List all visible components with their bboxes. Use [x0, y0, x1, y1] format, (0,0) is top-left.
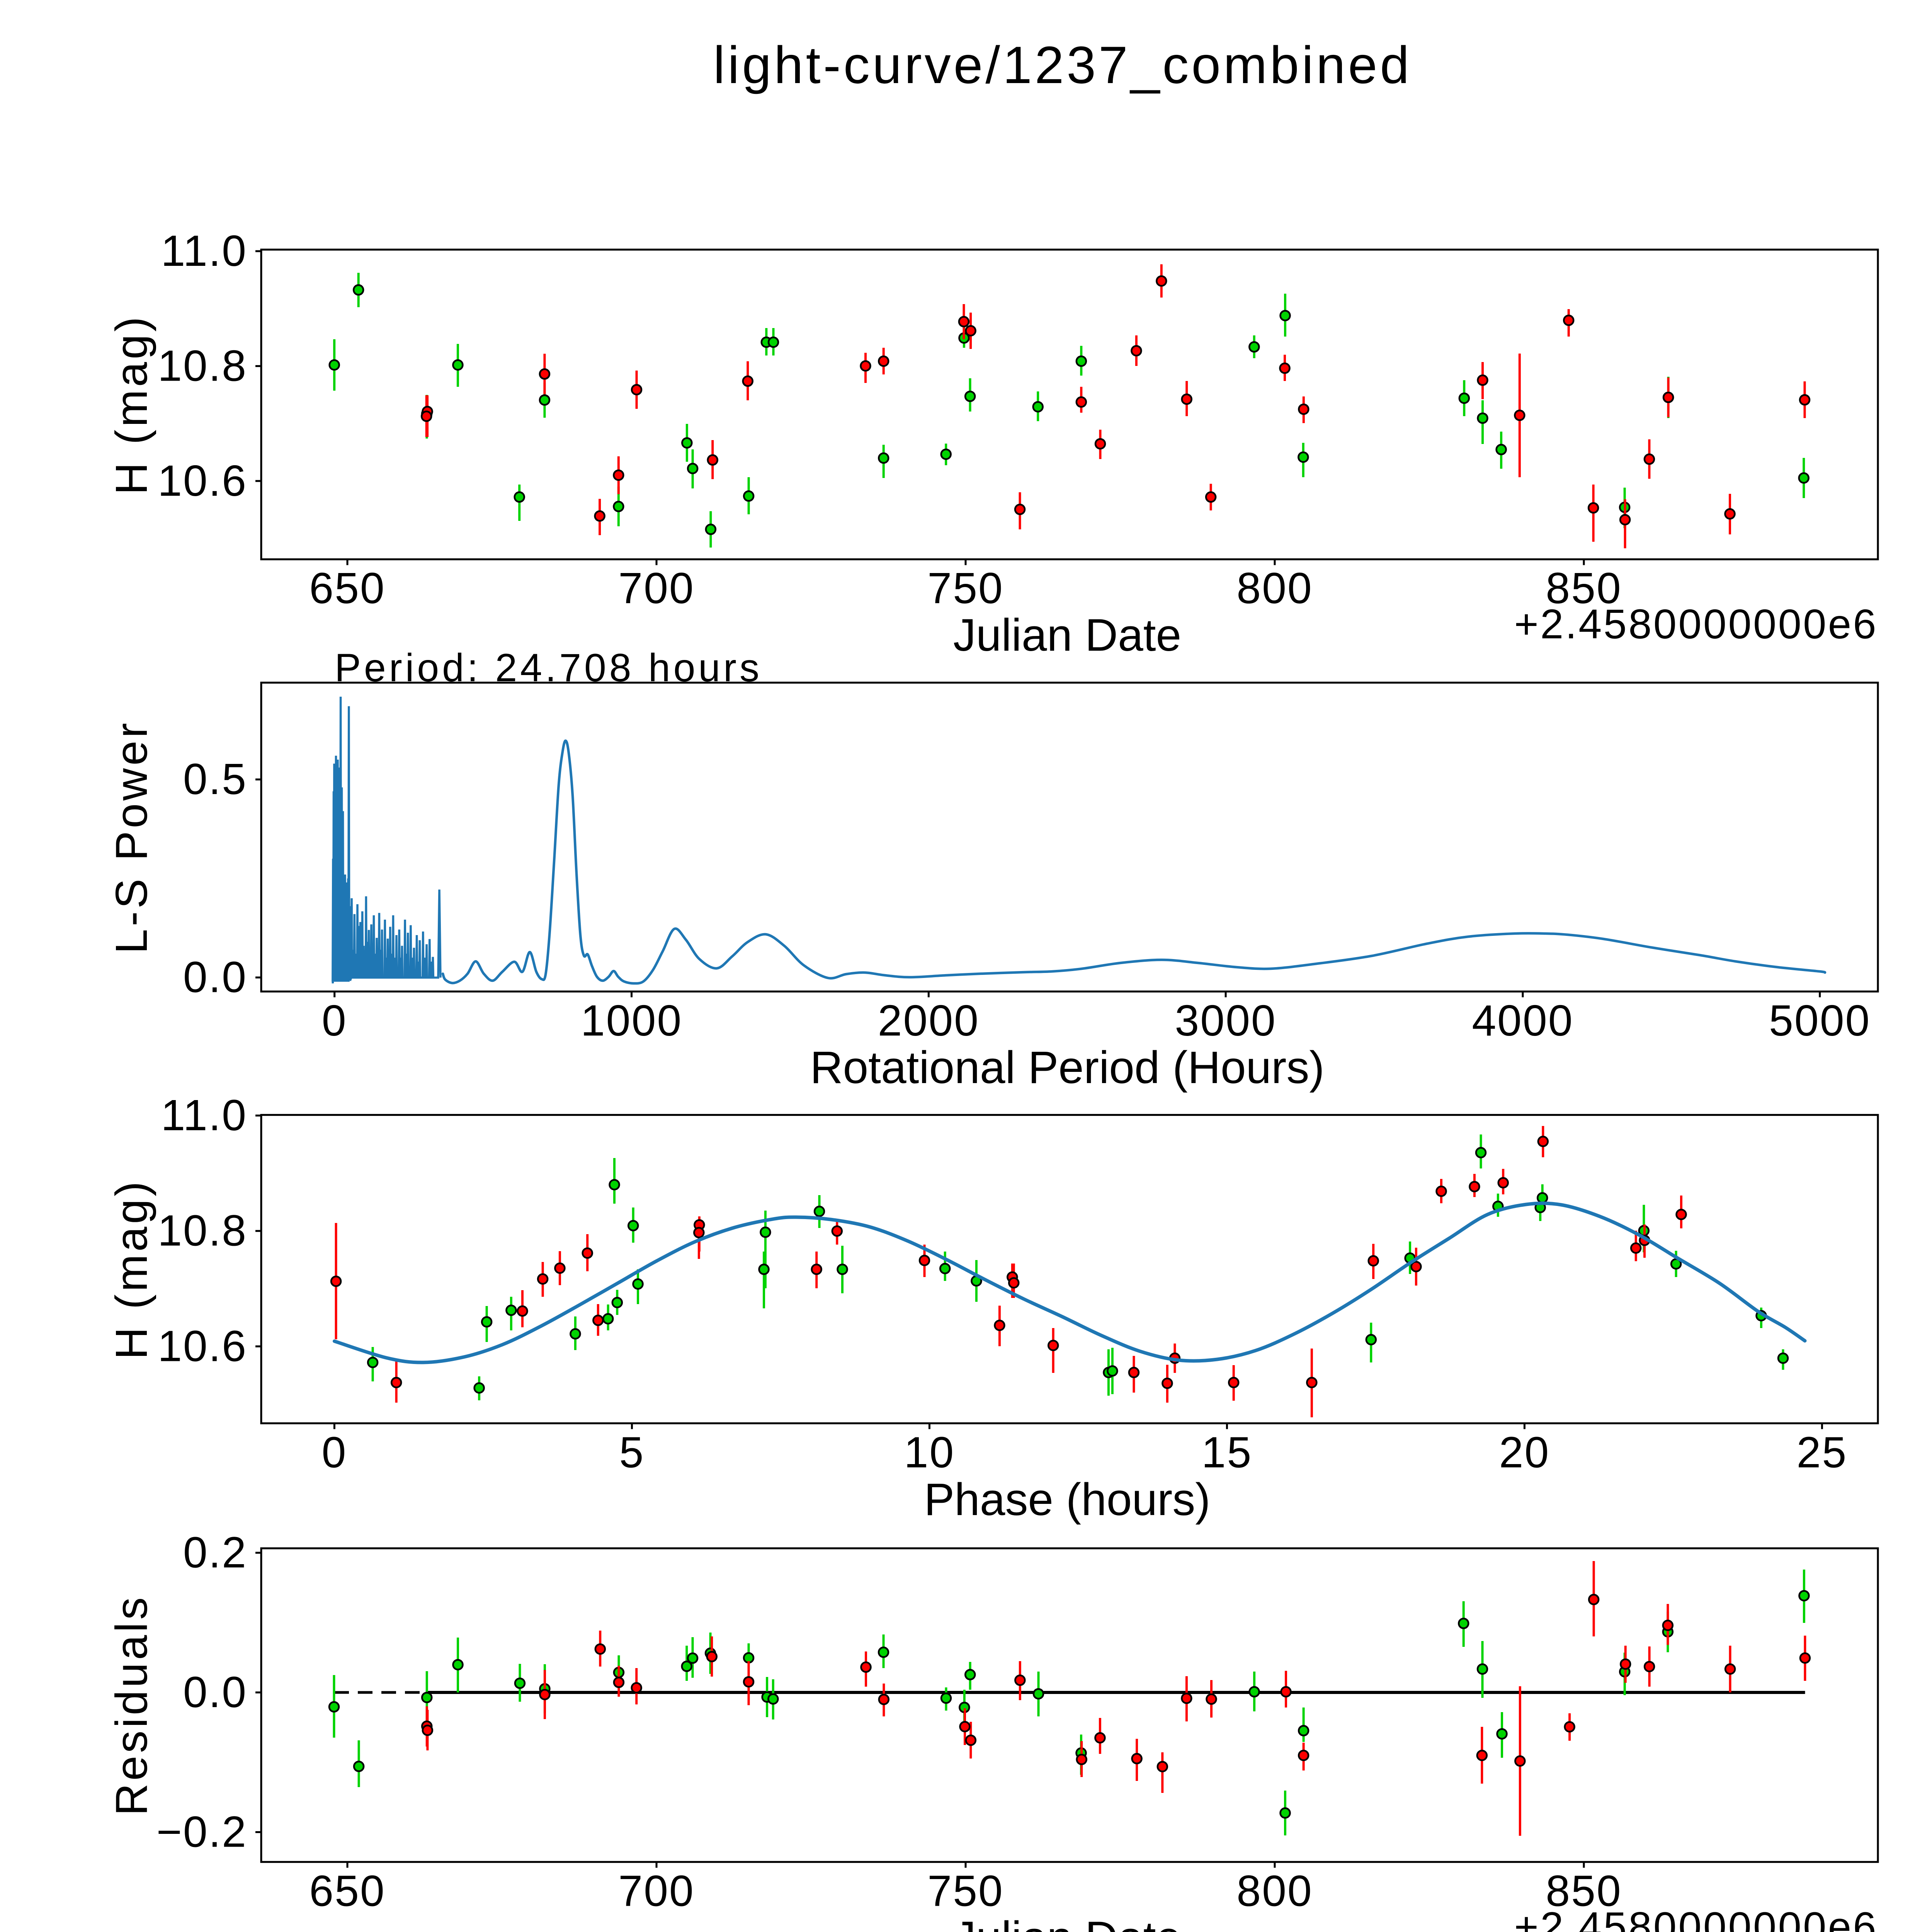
svg-text:0: 0 [322, 996, 347, 1045]
svg-text:850: 850 [1546, 1867, 1622, 1915]
svg-text:10: 10 [904, 1428, 955, 1477]
svg-text:Period: 24.708 hours: Period: 24.708 hours [335, 646, 762, 690]
svg-text:+2.4580000000e6: +2.4580000000e6 [1514, 1903, 1878, 1932]
svg-text:11.0: 11.0 [161, 226, 247, 275]
svg-text:Residuals: Residuals [106, 1595, 156, 1816]
svg-text:700: 700 [618, 1867, 695, 1915]
svg-text:3000: 3000 [1175, 996, 1276, 1045]
svg-text:25: 25 [1797, 1428, 1848, 1477]
svg-text:850: 850 [1546, 564, 1622, 612]
svg-text:20: 20 [1499, 1428, 1550, 1477]
svg-text:10.8: 10.8 [158, 341, 247, 390]
svg-text:0: 0 [321, 1428, 347, 1477]
svg-text:700: 700 [618, 564, 695, 612]
svg-text:10.6: 10.6 [158, 456, 247, 505]
svg-text:10.6: 10.6 [158, 1321, 247, 1370]
svg-text:5000: 5000 [1769, 996, 1871, 1045]
svg-text:1000: 1000 [581, 996, 682, 1045]
svg-text:800: 800 [1236, 1867, 1313, 1915]
svg-text:H (mag): H (mag) [106, 1179, 156, 1360]
svg-text:Phase (hours): Phase (hours) [924, 1474, 1210, 1525]
svg-text:0.5: 0.5 [183, 755, 247, 803]
svg-text:0.0: 0.0 [183, 953, 247, 1002]
svg-text:2000: 2000 [878, 996, 980, 1045]
svg-text:H (mag): H (mag) [106, 314, 156, 495]
svg-text:800: 800 [1236, 564, 1313, 612]
svg-text:15: 15 [1202, 1428, 1253, 1477]
svg-text:5: 5 [619, 1428, 645, 1477]
svg-text:light-curve/1237_combined: light-curve/1237_combined [713, 36, 1412, 94]
svg-text:Rotational Period (Hours): Rotational Period (Hours) [810, 1042, 1324, 1093]
svg-text:+2.4580000000e6: +2.4580000000e6 [1514, 600, 1878, 647]
svg-text:L-S Power: L-S Power [106, 720, 156, 954]
svg-text:650: 650 [309, 564, 386, 612]
svg-text:10.8: 10.8 [158, 1206, 247, 1255]
svg-text:Julian Date: Julian Date [953, 1912, 1181, 1932]
svg-text:0.2: 0.2 [183, 1528, 247, 1577]
svg-text:11.0: 11.0 [161, 1091, 247, 1139]
svg-text:650: 650 [309, 1867, 386, 1915]
svg-text:−0.2: −0.2 [156, 1808, 247, 1856]
svg-text:0.0: 0.0 [183, 1668, 247, 1716]
svg-text:750: 750 [927, 1867, 1004, 1915]
svg-text:750: 750 [927, 564, 1004, 612]
svg-text:4000: 4000 [1472, 996, 1573, 1045]
svg-text:Julian Date: Julian Date [953, 610, 1181, 661]
